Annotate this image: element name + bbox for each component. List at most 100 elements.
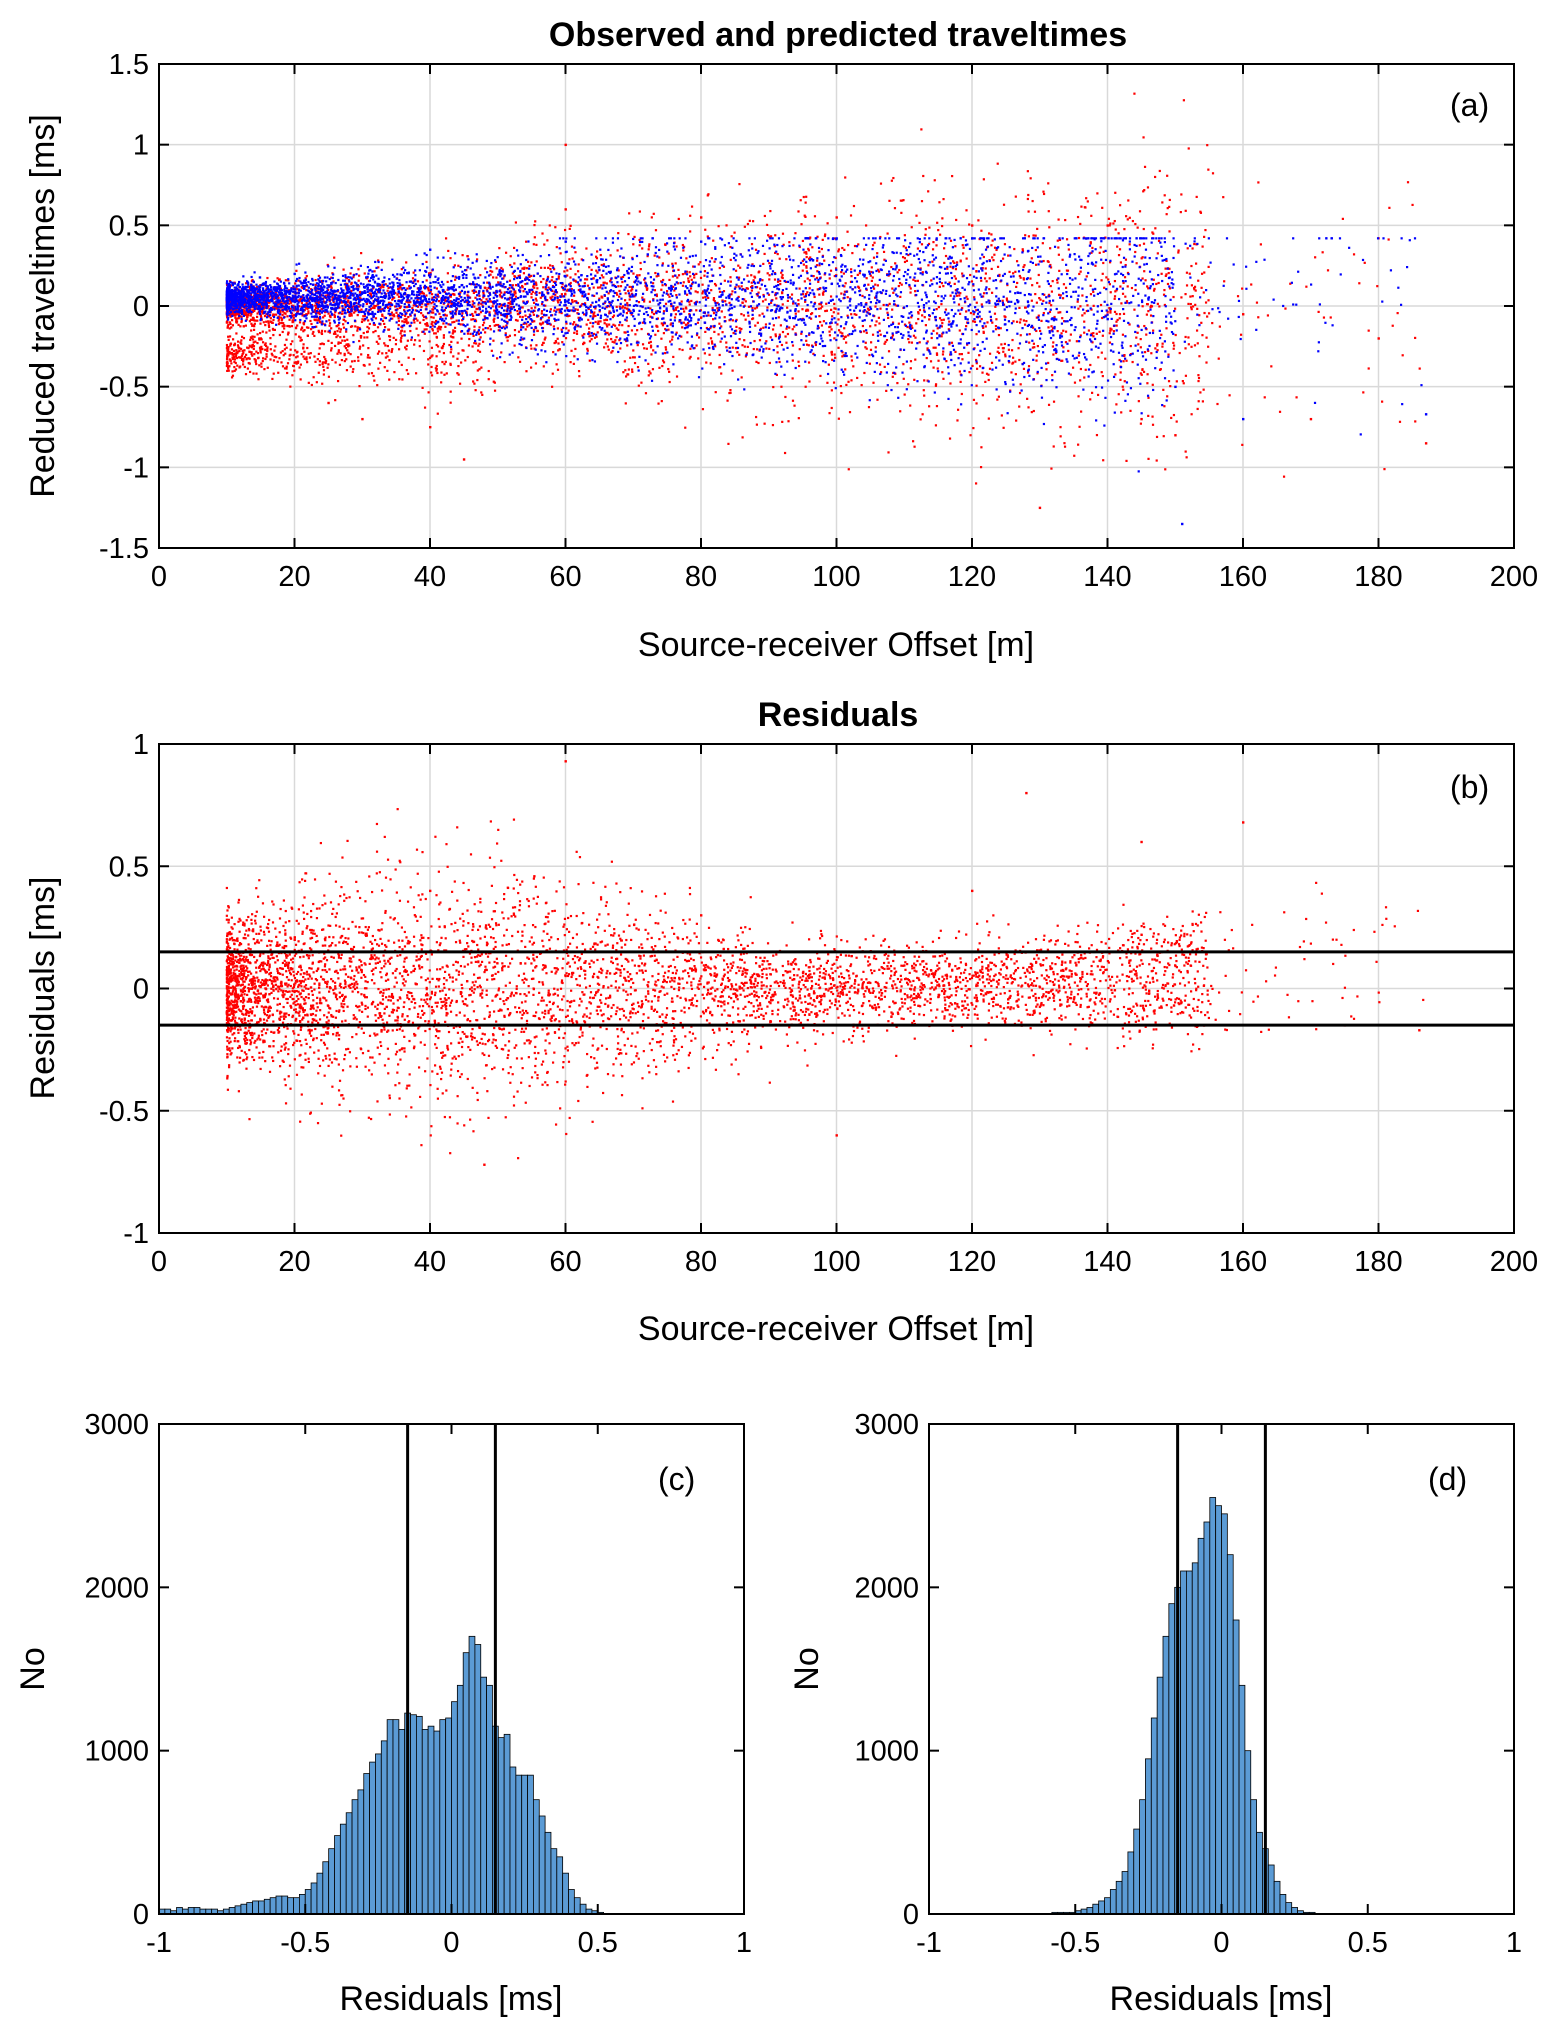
scatter-point xyxy=(687,279,690,283)
scatter-point xyxy=(948,437,952,440)
scatter-point xyxy=(435,336,439,339)
scatter-point xyxy=(439,315,442,319)
scatter-point xyxy=(966,318,969,321)
scatter-point xyxy=(585,247,588,250)
scatter-point xyxy=(768,278,771,281)
scatter-point xyxy=(725,346,728,349)
scatter-point xyxy=(765,340,768,343)
scatter-point xyxy=(712,325,715,328)
scatter-point xyxy=(522,272,526,275)
scatter-point xyxy=(620,276,623,279)
scatter-point xyxy=(616,249,619,252)
scatter-point xyxy=(403,318,406,321)
scatter-point xyxy=(549,296,552,299)
scatter-point xyxy=(572,362,575,365)
scatter-point xyxy=(1158,169,1161,173)
scatter-point xyxy=(675,306,678,310)
scatter-point xyxy=(818,264,821,267)
scatter-point xyxy=(684,285,687,288)
scatter-point xyxy=(1054,351,1058,355)
scatter-point xyxy=(302,321,306,324)
scatter-point xyxy=(1122,360,1125,363)
scatter-point xyxy=(436,295,439,298)
scatter-point xyxy=(292,304,295,307)
scatter-point xyxy=(878,322,881,325)
scatter-point xyxy=(571,299,574,302)
scatter-point xyxy=(469,283,473,286)
scatter-point xyxy=(816,259,819,262)
scatter-point xyxy=(988,352,992,355)
scatter-point xyxy=(800,223,803,226)
scatter-point xyxy=(272,359,276,362)
scatter-point xyxy=(1057,287,1060,290)
scatter-point xyxy=(388,335,392,338)
scatter-point xyxy=(665,329,668,332)
scatter-point xyxy=(761,244,765,247)
scatter-point xyxy=(324,330,327,333)
scatter-point xyxy=(493,317,496,320)
scatter-point xyxy=(362,331,365,335)
scatter-point xyxy=(933,179,936,182)
scatter-point xyxy=(813,295,816,299)
scatter-point xyxy=(503,361,506,364)
scatter-point xyxy=(356,327,360,330)
scatter-point xyxy=(241,349,244,352)
scatter-point xyxy=(773,278,777,281)
scatter-point xyxy=(487,369,490,373)
scatter-point xyxy=(1138,210,1142,213)
scatter-point xyxy=(650,379,654,382)
scatter-point xyxy=(225,357,229,361)
scatter-point xyxy=(843,285,846,288)
scatter-point xyxy=(604,333,607,336)
scatter-point xyxy=(407,301,410,304)
scatter-point xyxy=(249,370,252,374)
scatter-point xyxy=(478,368,481,371)
scatter-point xyxy=(787,420,790,423)
scatter-point xyxy=(328,277,331,281)
scatter-point xyxy=(405,261,408,264)
scatter-point xyxy=(286,310,289,313)
scatter-point xyxy=(961,358,964,361)
scatter-point xyxy=(253,335,256,338)
scatter-point xyxy=(237,345,240,348)
scatter-point xyxy=(899,199,902,202)
scatter-point xyxy=(231,324,235,327)
scatter-point xyxy=(511,351,514,354)
scatter-point xyxy=(682,249,685,252)
scatter-point xyxy=(277,315,280,318)
scatter-point xyxy=(633,235,636,239)
scatter-point xyxy=(377,342,380,345)
scatter-point xyxy=(339,292,342,295)
scatter-point xyxy=(849,214,853,217)
scatter-point xyxy=(521,267,524,270)
scatter-point xyxy=(489,300,492,303)
scatter-point xyxy=(882,250,886,254)
scatter-point xyxy=(1160,272,1163,275)
scatter-point xyxy=(242,337,246,340)
scatter-point xyxy=(596,286,600,289)
scatter-point xyxy=(398,306,402,309)
scatter-point xyxy=(1062,283,1066,286)
scatter-point xyxy=(874,305,877,308)
scatter-point xyxy=(343,339,347,342)
scatter-point xyxy=(278,278,281,282)
scatter-point xyxy=(735,341,738,344)
scatter-point xyxy=(1114,373,1117,376)
scatter-point xyxy=(1060,359,1063,362)
scatter-point xyxy=(390,311,393,314)
scatter-point xyxy=(1047,326,1050,329)
scatter-point xyxy=(566,307,569,310)
scatter-point xyxy=(699,276,703,279)
scatter-point xyxy=(473,342,476,345)
scatter-point xyxy=(808,257,811,260)
scatter-point xyxy=(662,312,665,315)
scatter-point xyxy=(777,357,781,360)
scatter-point xyxy=(896,381,899,385)
scatter-point xyxy=(984,325,987,328)
scatter-point xyxy=(397,314,401,317)
scatter-point xyxy=(413,339,417,342)
scatter-point xyxy=(611,284,614,287)
scatter-point xyxy=(1058,238,1062,242)
scatter-point xyxy=(1191,247,1194,250)
scatter-point xyxy=(1045,319,1048,323)
